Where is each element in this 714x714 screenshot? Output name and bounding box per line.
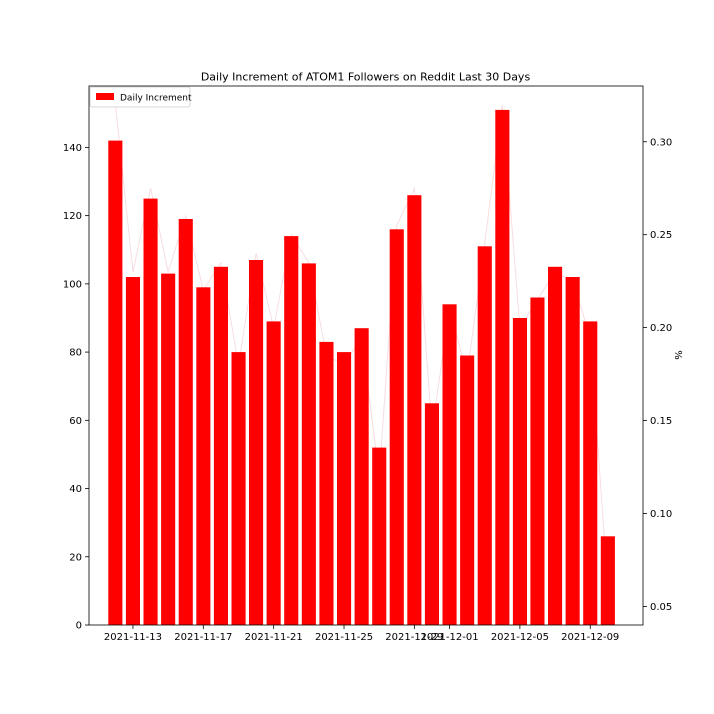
bar-2021-12-08 xyxy=(565,277,580,625)
y-tick-label: 140 xyxy=(63,143,82,154)
bar-2021-11-20 xyxy=(249,260,264,625)
x-tick-label: 2021-11-17 xyxy=(174,632,232,643)
x-tick-label: 2021-12-01 xyxy=(420,632,478,643)
legend-swatch xyxy=(96,93,114,100)
bar-2021-11-18 xyxy=(213,266,228,625)
bar-2021-12-04 xyxy=(495,109,510,625)
y-tick-label: 80 xyxy=(69,348,82,359)
x-tick-label: 2021-11-29 xyxy=(385,632,443,643)
y2-tick-label: 0.05 xyxy=(650,602,672,613)
y-tick-label: 60 xyxy=(69,416,82,427)
y2-tick-label: 0.30 xyxy=(650,137,672,148)
bar-2021-11-24 xyxy=(319,341,334,625)
y2-tick-label: 0.25 xyxy=(650,230,672,241)
y2-tick-label: 0.20 xyxy=(650,323,672,334)
y2-tick-label: 0.10 xyxy=(650,509,672,520)
bar-2021-11-30 xyxy=(424,403,439,625)
chart-title: Daily Increment of ATOM1 Followers on Re… xyxy=(201,71,531,84)
bar-2021-12-02 xyxy=(460,355,475,625)
x-tick-label: 2021-11-13 xyxy=(104,632,162,643)
y-tick-label: 0 xyxy=(76,621,82,632)
x-tick-label: 2021-11-25 xyxy=(315,632,373,643)
x-tick-label: 2021-11-21 xyxy=(245,632,303,643)
bar-2021-12-09 xyxy=(583,321,598,625)
y2-axis-label: % xyxy=(672,350,683,360)
bar-2021-12-07 xyxy=(548,266,563,625)
bar-2021-12-01 xyxy=(442,304,457,625)
bar-2021-12-05 xyxy=(512,318,527,625)
x-tick-label: 2021-12-09 xyxy=(561,632,619,643)
bar-2021-11-19 xyxy=(231,352,246,625)
bar-2021-11-13 xyxy=(125,277,140,625)
bar-2021-12-03 xyxy=(477,246,492,626)
legend-frame xyxy=(89,86,191,108)
axes-frame xyxy=(88,85,644,626)
bar-2021-11-14 xyxy=(143,198,158,625)
bar-2021-11-27 xyxy=(372,447,387,625)
bar-2021-11-15 xyxy=(161,273,176,625)
bar-2021-11-12 xyxy=(108,140,123,625)
bar-2021-11-23 xyxy=(301,263,316,625)
bar-2021-11-21 xyxy=(266,321,281,625)
legend: Daily Increment xyxy=(89,86,192,108)
y2-tick-label: 0.15 xyxy=(650,416,672,427)
plot-area xyxy=(108,104,615,626)
y-tick-label: 20 xyxy=(69,552,82,563)
x-tick-label: 2021-12-05 xyxy=(491,632,549,643)
y-tick-label: 100 xyxy=(63,279,82,290)
bar-2021-12-06 xyxy=(530,297,545,625)
y-tick-label: 120 xyxy=(63,211,82,222)
bar-2021-11-16 xyxy=(178,219,193,625)
bar-2021-12-10 xyxy=(600,536,615,625)
bar-2021-11-26 xyxy=(354,328,369,625)
axes: 0 20 40 60 80 100 120 140 0.05 0.10 0.15 0.20 0.25 0.… xyxy=(63,85,672,643)
legend-label: Daily Increment xyxy=(120,94,192,104)
y-tick-label: 40 xyxy=(69,484,82,495)
bar-2021-11-28 xyxy=(389,229,404,626)
bar-2021-11-22 xyxy=(284,236,299,625)
bar-2021-11-29 xyxy=(407,195,422,625)
bar-2021-11-25 xyxy=(337,352,352,625)
bar-2021-11-17 xyxy=(196,287,211,625)
